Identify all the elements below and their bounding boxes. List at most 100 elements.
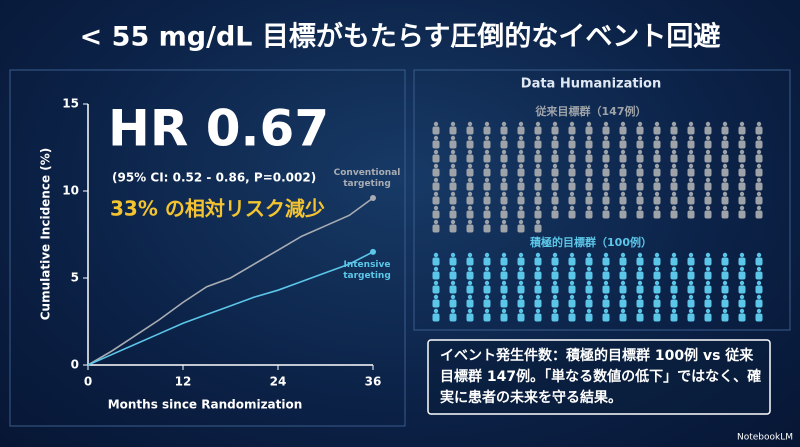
icon-head [705, 149, 711, 155]
icon-head [450, 266, 456, 272]
icon-head [756, 121, 762, 127]
icon-head [433, 135, 439, 141]
icon-head [637, 294, 643, 300]
left-panel [9, 69, 406, 427]
person-icon [670, 308, 678, 322]
icon-head [484, 163, 490, 169]
icon-head [705, 191, 711, 197]
person-icon [517, 252, 525, 266]
icon-head [501, 163, 507, 169]
person-icon [721, 294, 729, 308]
icon-head [671, 252, 677, 258]
person-icon [670, 205, 678, 219]
person-icon [449, 121, 457, 135]
icon-head [535, 163, 541, 169]
person-icon [466, 205, 474, 219]
icon-head [569, 308, 575, 314]
person-icon [449, 219, 457, 233]
icon-head [484, 177, 490, 183]
icon-head [467, 121, 473, 127]
icon-head [467, 177, 473, 183]
icon-body [534, 210, 542, 219]
icon-head [586, 163, 592, 169]
icon-body [636, 126, 644, 135]
icon-head [671, 191, 677, 197]
person-icon [517, 149, 525, 163]
person-icon [500, 191, 508, 205]
icon-body [534, 154, 542, 163]
icon-body [704, 257, 712, 266]
icon-head [450, 135, 456, 141]
person-icon [653, 121, 661, 135]
person-icon [670, 135, 678, 149]
icon-body [534, 271, 542, 280]
person-icon [500, 294, 508, 308]
icon-body [551, 126, 559, 135]
icon-head [756, 149, 762, 155]
icon-body [755, 313, 763, 322]
icon-body [466, 285, 474, 294]
person-icon [483, 135, 491, 149]
icon-body [619, 271, 627, 280]
icon-head [620, 294, 626, 300]
person-icon [602, 266, 610, 280]
person-icon [483, 121, 491, 135]
person-icon [466, 191, 474, 205]
icon-head [518, 266, 524, 272]
icon-head [739, 266, 745, 272]
person-icon [636, 121, 644, 135]
icon-head [739, 308, 745, 314]
icon-body [721, 154, 729, 163]
person-icon [619, 149, 627, 163]
icon-body [585, 285, 593, 294]
icon-body [432, 140, 440, 149]
icon-head [637, 266, 643, 272]
icon-head [603, 294, 609, 300]
icon-body [653, 126, 661, 135]
icon-head [569, 163, 575, 169]
hr-headline: HR 0.67 [108, 100, 329, 158]
person-icon [670, 149, 678, 163]
person-icon [602, 294, 610, 308]
person-icon [449, 266, 457, 280]
icon-body [534, 313, 542, 322]
icon-head [688, 163, 694, 169]
icon-head [688, 308, 694, 314]
icon-body [500, 299, 508, 308]
person-icon [551, 252, 559, 266]
icon-head [518, 121, 524, 127]
icon-body [466, 140, 474, 149]
icon-head [552, 266, 558, 272]
icon-head [501, 219, 507, 225]
icon-head [569, 149, 575, 155]
person-icon [738, 308, 746, 322]
person-icon [653, 252, 661, 266]
icon-head [637, 308, 643, 314]
person-icon [585, 252, 593, 266]
icon-head [552, 135, 558, 141]
icon-head [535, 135, 541, 141]
icon-head [586, 266, 592, 272]
person-icon [670, 191, 678, 205]
person-icon [704, 280, 712, 294]
icon-head [484, 149, 490, 155]
person-icon [738, 135, 746, 149]
person-icon [585, 266, 593, 280]
icon-body [500, 257, 508, 266]
icon-body [449, 196, 457, 205]
person-icon [483, 280, 491, 294]
person-icon [653, 191, 661, 205]
icon-head [552, 205, 558, 211]
icon-body [517, 299, 525, 308]
icon-body [602, 271, 610, 280]
person-icon [755, 191, 763, 205]
icon-body [721, 182, 729, 191]
icon-body [449, 210, 457, 219]
icon-body [449, 313, 457, 322]
hr-ci: (95% CI: 0.52 - 0.86, P=0.002) [112, 171, 316, 185]
icon-body [636, 196, 644, 205]
icon-head [603, 121, 609, 127]
person-icon [449, 252, 457, 266]
icon-head [654, 149, 660, 155]
icon-body [704, 271, 712, 280]
